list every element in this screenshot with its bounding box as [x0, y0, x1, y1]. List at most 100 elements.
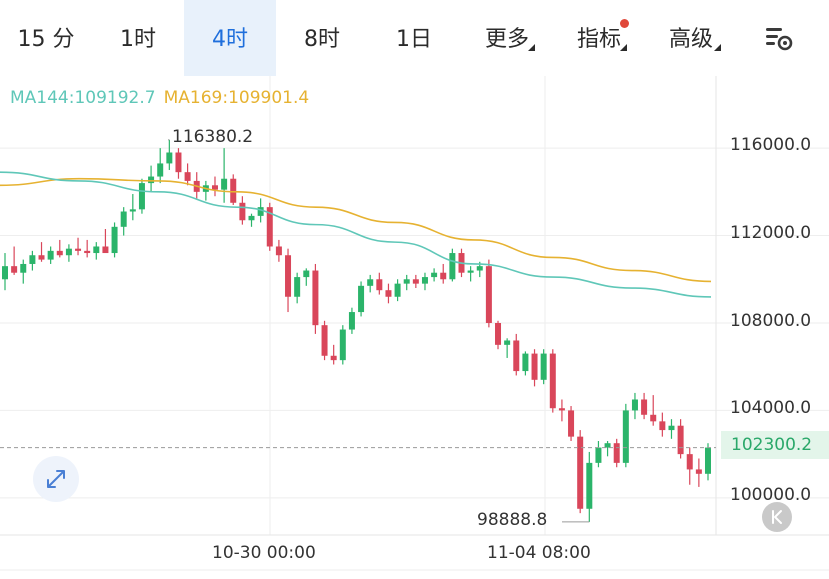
candle-body: [248, 215, 255, 221]
candle-body: [339, 329, 346, 361]
candle-body: [376, 279, 383, 291]
candle-body: [568, 410, 575, 437]
candle-body: [604, 443, 611, 448]
candle-body: [38, 255, 45, 260]
candle-body: [111, 226, 118, 254]
candle-body: [549, 353, 556, 409]
tab-indicators[interactable]: 指标: [554, 0, 644, 76]
price-axis-label: 100000.0: [730, 485, 812, 505]
candle-body: [303, 270, 310, 278]
candle-body: [558, 408, 565, 411]
candle-body: [102, 246, 109, 254]
chevron-left-icon: [772, 510, 782, 524]
candle-body: [266, 207, 273, 247]
low-price-label: 98888.8: [477, 510, 548, 530]
candle-body: [403, 279, 410, 284]
high-price-label: 116380.2: [172, 127, 254, 147]
candle-body: [257, 207, 264, 216]
candle-body: [312, 270, 319, 326]
ma144-line: [0, 171, 712, 298]
candle-body: [75, 248, 82, 251]
candle-body: [11, 266, 18, 273]
candle-body: [613, 443, 620, 463]
candle-body: [695, 469, 702, 474]
dropdown-caret-icon: [620, 44, 627, 51]
expand-icon: [47, 470, 65, 488]
candle-body: [148, 176, 155, 184]
candle-body: [348, 312, 355, 330]
candle-body: [120, 211, 127, 227]
candle-body: [239, 202, 246, 221]
ma144-label: MA144:109192.7: [10, 88, 156, 108]
candle-body: [705, 447, 711, 474]
ma169-line: [0, 177, 712, 283]
price-axis-label: 108000.0: [730, 311, 812, 331]
candle-body: [230, 178, 237, 203]
tab-label: 8时: [304, 27, 340, 52]
candle-body: [440, 272, 447, 280]
candle-body: [321, 325, 328, 356]
ma-legend: MA144:109192.7 MA169:109901.4: [10, 88, 317, 108]
candle-body: [586, 462, 593, 509]
candle-body: [93, 246, 100, 254]
candle-body: [56, 250, 63, 256]
scroll-to-latest-button[interactable]: [762, 502, 792, 532]
candle-body: [495, 322, 502, 345]
tab-label: 高级: [668, 27, 713, 52]
candle-body: [20, 263, 27, 273]
candle-body: [467, 270, 474, 273]
tab-15m[interactable]: 15 分: [0, 0, 92, 76]
price-axis-label: 112000.0: [730, 223, 812, 243]
candle-body: [184, 172, 191, 181]
candle-body: [577, 436, 584, 509]
candle-body: [138, 183, 145, 210]
candle-body: [394, 283, 401, 297]
tab-8h[interactable]: 8时: [276, 0, 368, 76]
candle-body: [367, 279, 374, 286]
notification-dot-icon: [620, 19, 629, 28]
time-axis-label: 11-04 08:00: [487, 543, 591, 563]
candle-body: [221, 178, 228, 190]
candle-body: [385, 290, 392, 297]
tab-more[interactable]: 更多: [462, 0, 552, 76]
candle-body: [412, 279, 419, 284]
candle-body: [2, 266, 8, 280]
tab-1h[interactable]: 1时: [92, 0, 184, 76]
candle-body: [275, 246, 282, 256]
time-axis-label: 10-30 00:00: [212, 543, 316, 563]
tab-label: 4时: [212, 27, 248, 52]
candle-body: [175, 152, 182, 173]
interval-tab-bar: 15 分 1时 4时 8时 1日 更多 指标 高级: [0, 0, 829, 76]
candle-body: [485, 266, 492, 323]
candle-body: [531, 353, 538, 380]
candle-body: [668, 425, 675, 431]
candle-body: [47, 250, 54, 260]
price-axis-label: 116000.0: [730, 135, 812, 155]
candle-body: [504, 340, 511, 345]
tab-label: 15 分: [17, 27, 75, 52]
candle-body: [622, 410, 629, 463]
chart-settings-icon[interactable]: [760, 22, 796, 54]
candle-body: [540, 353, 547, 380]
tab-1d[interactable]: 1日: [368, 0, 460, 76]
dropdown-caret-icon: [528, 44, 535, 51]
candle-body: [686, 454, 693, 470]
candle-body: [285, 255, 292, 297]
current-price-label: 102300.2: [721, 431, 829, 459]
candle-body: [211, 185, 218, 190]
candle-body: [659, 421, 666, 431]
candle-body: [513, 340, 520, 372]
candle-body: [677, 425, 684, 455]
tab-4h[interactable]: 4时: [184, 0, 276, 76]
ma169-label: MA169:109901.4: [163, 88, 310, 108]
candle-body: [358, 285, 365, 313]
expand-button[interactable]: [33, 456, 79, 502]
candle-body: [294, 277, 301, 297]
tab-advanced[interactable]: 高级: [646, 0, 736, 76]
price-axis-label: 104000.0: [730, 398, 812, 418]
candle-body: [65, 248, 72, 256]
candle-body: [631, 399, 638, 411]
candle-body: [421, 277, 428, 284]
candle-body: [449, 253, 456, 280]
